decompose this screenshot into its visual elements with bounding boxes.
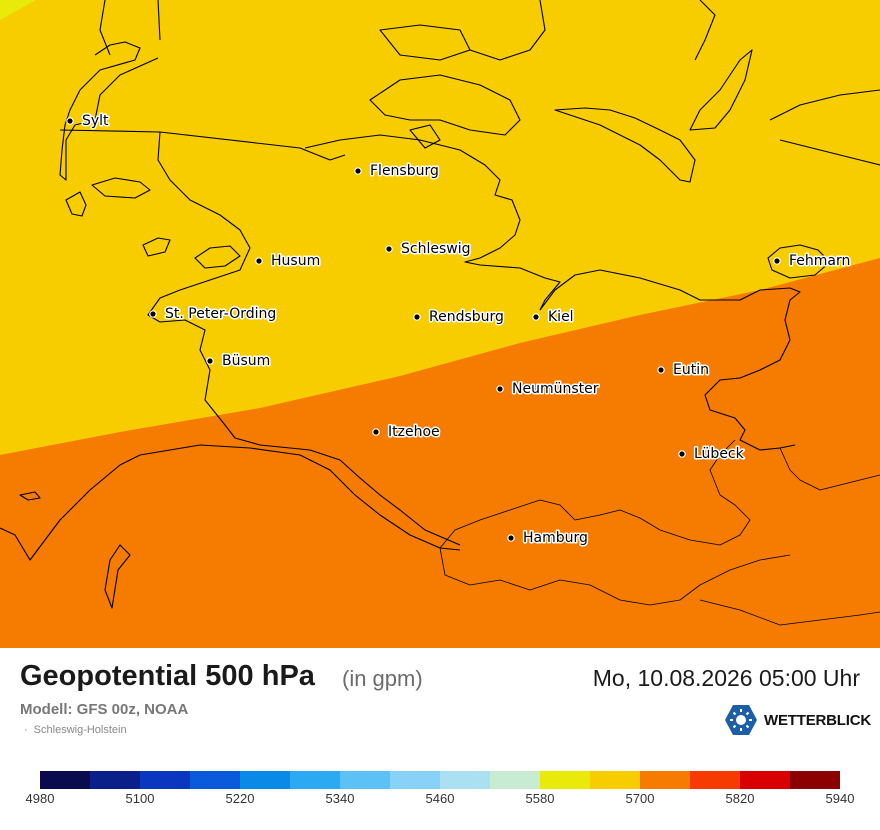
legend-tick-label: 5580 [525, 791, 555, 806]
sun-logo-icon [725, 705, 757, 735]
band-5700-5760 [0, 258, 880, 648]
city-label-l-beck: Lübeck [694, 446, 745, 462]
hallig-island [142, 237, 171, 257]
map-unit: (in gpm) [342, 666, 423, 691]
legend-swatch [140, 771, 190, 789]
legend-tick-label: 5220 [225, 791, 255, 806]
weather-map: Sylt Flensburg Schleswig Husum St. Peter-Ord… [0, 0, 880, 648]
neuwerk-island [19, 491, 41, 501]
coastlines [0, 0, 880, 626]
city-dot-fehmarn [773, 257, 781, 265]
legend-tick-label: 5940 [825, 791, 855, 806]
pellworm-island [194, 245, 241, 269]
city-dot-itzehoe [372, 428, 380, 436]
brand-logo: WETTERBLICK [724, 704, 871, 736]
legend-swatch [440, 771, 490, 789]
region-info: · Schleswig-Holstein [24, 724, 127, 736]
city-markers: Sylt Flensburg Schleswig Husum St. Peter-Ord… [66, 112, 852, 548]
legend-swatch [690, 771, 740, 789]
cuxhaven-coast [104, 544, 131, 609]
city-label-b-sum: Büsum [222, 353, 270, 369]
west-coast [147, 131, 461, 546]
city-dot-eutin [657, 366, 665, 374]
schlei-coast [304, 134, 561, 311]
legend-swatch [390, 771, 440, 789]
fehmarn-island [767, 244, 831, 279]
city-dot-sylt [66, 117, 74, 125]
legend-tick-label: 5820 [725, 791, 755, 806]
city-label-schleswig: Schleswig [401, 241, 470, 257]
map-canvas: Sylt Flensburg Schleswig Husum St. Peter-Ord… [0, 0, 880, 648]
south-boundary [699, 599, 880, 626]
legend-tick-label: 4980 [25, 791, 55, 806]
legend-swatch [90, 771, 140, 789]
region-label: Schleswig-Holstein [33, 724, 127, 736]
fyn-west [469, 0, 546, 61]
city-dot-husum [255, 257, 263, 265]
city-dot-kiel [532, 313, 540, 321]
city-label-eutin: Eutin [673, 362, 709, 378]
city-dot-flensburg [354, 167, 362, 175]
band-5580-5640 [0, 0, 36, 20]
lolland-south [779, 139, 880, 166]
city-label-neum-nster: Neumünster [512, 381, 599, 397]
legend-swatch [590, 771, 640, 789]
city-dot-b-sum [206, 357, 214, 365]
roemoe-coast [99, 0, 111, 56]
city-label-fehmarn: Fehmarn [789, 253, 850, 269]
city-dot-neum-nster [496, 385, 504, 393]
islet-2 [409, 124, 441, 149]
legend-tick-label: 5100 [125, 791, 155, 806]
legend-tick-label: 5700 [625, 791, 655, 806]
legend-swatch [40, 771, 90, 789]
city-label-kiel: Kiel [548, 309, 574, 325]
legend-tick-label: 5340 [325, 791, 355, 806]
legend-swatch [190, 771, 240, 789]
als-island [369, 74, 521, 136]
border-line [59, 129, 346, 161]
lolland-coast [769, 89, 880, 121]
city-dot-st-peter-ording [149, 310, 157, 318]
city-dot-hamburg [507, 534, 515, 542]
city-dot-schleswig [385, 245, 393, 253]
sylt-island [59, 41, 159, 181]
legend-colorbar [40, 771, 840, 789]
legend-swatch [540, 771, 590, 789]
forecast-datetime: Mo, 10.08.2026 05:00 Uhr [592, 665, 860, 691]
foehr-island [91, 177, 151, 199]
amrum-island [65, 191, 87, 217]
model-info: Modell: GFS 00z, NOAA [20, 701, 189, 718]
aero-island [554, 107, 696, 183]
region-dot-icon: · [24, 724, 28, 736]
city-dot-l-beck [678, 450, 686, 458]
east-coast [539, 269, 801, 451]
legend-swatch [340, 771, 390, 789]
legend-swatch [240, 771, 290, 789]
city-label-husum: Husum [271, 253, 320, 269]
legend-swatch [290, 771, 340, 789]
legend-labels: 4980 5100 5220 5340 5460 5580 5700 5820 5940 [0, 791, 880, 811]
fyn-coast [694, 0, 716, 61]
map-title: Geopotential 500 hPa [20, 660, 315, 692]
city-label-rendsburg: Rendsburg [429, 309, 504, 325]
legend-swatch [640, 771, 690, 789]
legend-swatch [790, 771, 840, 789]
lower-saxony-boundary [439, 547, 791, 606]
legend-swatch [490, 771, 540, 789]
city-dot-rendsburg [413, 313, 421, 321]
mv-boundary [779, 447, 880, 491]
city-label-sylt: Sylt [82, 113, 109, 129]
legend-tick-label: 5460 [425, 791, 455, 806]
langeland-island [689, 49, 753, 131]
elbe-estuary [0, 444, 461, 561]
city-label-flensburg: Flensburg [370, 163, 439, 179]
border-north [157, 0, 161, 41]
brand-name: WETTERBLICK [764, 711, 871, 729]
city-label-st-peter-ording: St. Peter-Ording [165, 306, 276, 322]
legend-swatch [740, 771, 790, 789]
city-label-itzehoe: Itzehoe [388, 424, 440, 440]
city-label-hamburg: Hamburg [523, 530, 588, 546]
hamburg-boundary [439, 439, 751, 549]
